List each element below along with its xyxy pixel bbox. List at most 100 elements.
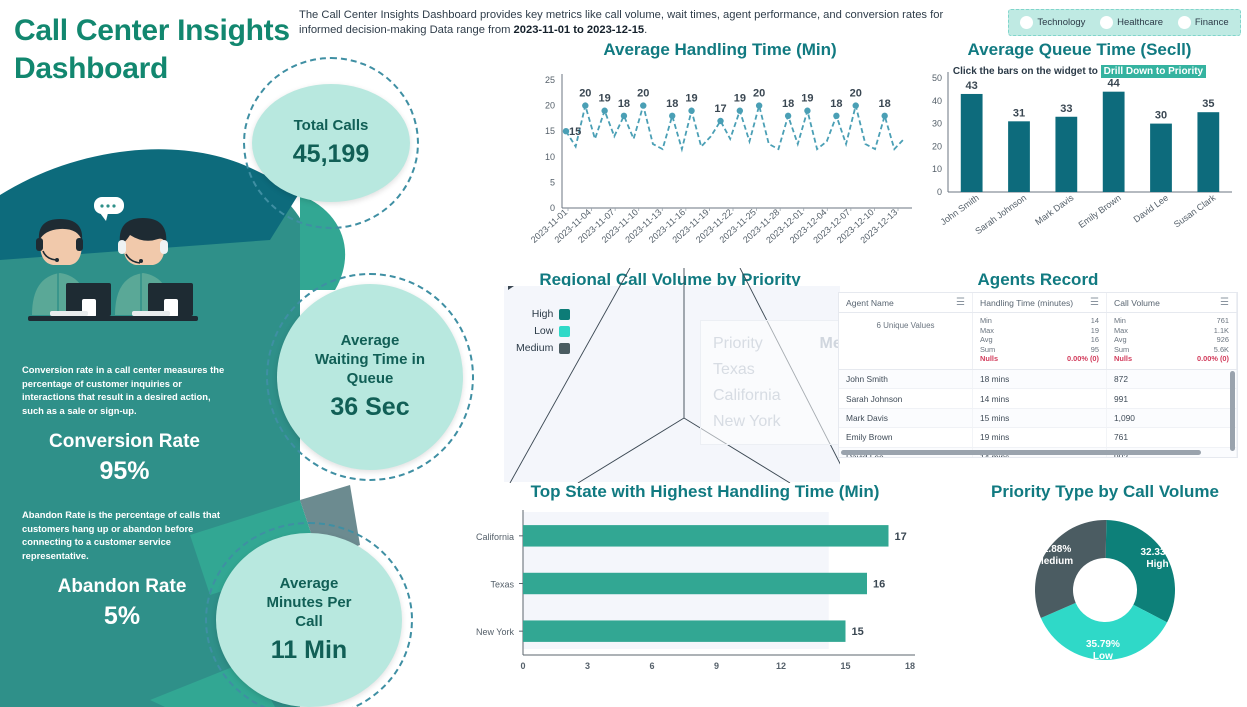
legend-entry-medium[interactable]: Medium (516, 342, 571, 354)
stat-value: 0.00% (0) (1066, 354, 1099, 364)
description-text: The Call Center Insights Dashboard provi… (299, 9, 944, 36)
call-center-agents-illustration (28, 197, 198, 321)
summary-stat: Avg 926 (1114, 335, 1229, 345)
column-header-handling-time[interactable]: Handling Time (minutes) ☰ (973, 293, 1107, 312)
svg-text:40: 40 (932, 96, 942, 106)
dashed-ring-decoration (243, 57, 419, 229)
filter-healthcare[interactable]: Healthcare (1100, 16, 1163, 29)
stat-value: 95 (1090, 344, 1099, 354)
stat-key: Min (1114, 316, 1126, 325)
industry-filter-group[interactable]: Technology Healthcare Finance (1008, 9, 1241, 36)
hint-highlight[interactable]: Drill Down to Priority (1100, 65, 1207, 78)
donut-chart-svg[interactable]: 32.33%High 35.79%Low 31.88%Medium (960, 480, 1247, 680)
conversion-rate-heading: Conversion Rate (49, 431, 200, 452)
filter-finance[interactable]: Finance (1177, 16, 1229, 29)
svg-text:18: 18 (905, 661, 915, 671)
radio-icon[interactable] (1177, 16, 1191, 29)
summary-call-volume: Min 761 Max 1.1K Avg 926 Sum 5.6K Nulls 0.00%… (1107, 313, 1237, 369)
regional-legend: High Low Medium (516, 308, 571, 359)
stat-key: Max (1114, 325, 1128, 335)
description-tail: . (644, 24, 648, 36)
svg-text:10: 10 (545, 152, 555, 162)
radio-icon[interactable] (1020, 16, 1034, 29)
summary-stat-nulls: Nulls 0.00% (0) (980, 354, 1099, 364)
svg-text:30: 30 (932, 119, 942, 129)
summary-agent-name: 6 Unique Values (839, 313, 973, 369)
table-agents-record[interactable]: Agent Name ☰ Handling Time (minutes) ☰ C… (838, 268, 1238, 458)
svg-text:18: 18 (782, 98, 794, 110)
table-row[interactable]: John Smith 18 mins 872 (839, 370, 1237, 390)
kpi-average-minutes-per-call: Average Minutes Per Call 11 Min (205, 522, 413, 707)
stat-key: Nulls (980, 354, 999, 364)
svg-text:16: 16 (873, 579, 885, 591)
abandon-rate-block: Abandon Rate is the percentage of calls … (22, 508, 222, 631)
abandon-rate-heading: Abandon Rate (57, 576, 187, 597)
svg-text:35.79%: 35.79% (1086, 639, 1120, 650)
filter-label: Healthcare (1117, 17, 1164, 28)
stat-key: Avg (1114, 335, 1127, 345)
filter-technology[interactable]: Technology (1020, 16, 1085, 29)
chart-title-average-handling-time: Average Handling Time (Min) (603, 40, 837, 59)
legend-label: High (531, 308, 554, 320)
table-row[interactable]: Mark Davis 15 mins 1,090 (839, 408, 1237, 429)
radio-icon[interactable] (1100, 16, 1114, 29)
table-vertical-scrollbar[interactable] (1230, 371, 1235, 451)
table-row[interactable]: Emily Brown 19 mins 761 (839, 428, 1237, 448)
column-menu-icon[interactable]: ☰ (1220, 297, 1229, 308)
stat-value: 14 (1090, 316, 1099, 325)
svg-text:18: 18 (618, 98, 630, 110)
svg-text:15: 15 (545, 126, 555, 136)
legend-entry-low[interactable]: Low (516, 325, 571, 337)
legend-entry-high[interactable]: High (516, 308, 571, 320)
column-menu-icon[interactable]: ☰ (1090, 297, 1099, 308)
svg-text:0: 0 (520, 661, 525, 671)
legend-label: Low (534, 325, 554, 337)
svg-text:20: 20 (545, 101, 555, 111)
svg-text:0: 0 (937, 187, 942, 197)
svg-text:Mark Davis: Mark Davis (1033, 192, 1076, 227)
stat-value: 761 (1216, 316, 1229, 325)
chart-title-regional-call-volume: Regional Call Volume by Priority (539, 270, 801, 289)
cell-handling-time: 18 mins (973, 370, 1107, 389)
conversion-rate-value: 95% (99, 457, 150, 485)
summary-handling-time: Min 14 Max 19 Avg 16 Sum 95 Nulls 0.00% (0) (973, 313, 1107, 369)
line-chart-svg[interactable]: 0 5 10 15 20 25 15 20 19 18 20 18 19 17 19 20 18 19 18 20 18… (520, 40, 920, 260)
chart-top-state-handling-time[interactable]: 17 California 16 Texas 15 New York 0 3 6 9 12 15 18 (455, 480, 955, 680)
summary-stat: Max 1.1K (1114, 326, 1229, 336)
tooltip-key: California (713, 387, 781, 404)
svg-text:18: 18 (879, 98, 891, 110)
cell-call-volume: 761 (1107, 428, 1237, 447)
column-header-agent-name[interactable]: Agent Name ☰ (839, 293, 973, 312)
chart-average-handling-time[interactable]: 0 5 10 15 20 25 15 20 19 18 20 18 19 17 19 20 18 19 18 20 18… (520, 40, 920, 260)
stat-value: 19 (1090, 325, 1099, 335)
svg-text:32.33%: 32.33% (1141, 547, 1175, 558)
hbar-chart-svg[interactable]: 17 California 16 Texas 15 New York 0 3 6 9 12 15 18 (455, 480, 955, 680)
chart-priority-type-by-call-volume[interactable]: 32.33% High 35.79% Low 31.88% Medium (960, 480, 1247, 680)
kpi-average-waiting-time: Average Waiting Time in Queue 36 Sec (266, 273, 474, 481)
svg-text:David Lee: David Lee (1132, 193, 1171, 225)
chart-title-top-state: Top State with Highest Handling Time (Mi… (530, 482, 880, 501)
column-menu-icon[interactable]: ☰ (956, 297, 965, 308)
svg-text:5: 5 (550, 177, 555, 187)
svg-text:18: 18 (830, 98, 842, 110)
svg-text:Emily Brown: Emily Brown (1077, 193, 1123, 230)
chart-average-queue-time[interactable]: 0 10 20 30 40 50 43 John Smith 31 Sarah Johnson 33… (912, 40, 1247, 265)
svg-text:15: 15 (840, 661, 850, 671)
svg-text:0: 0 (550, 203, 555, 213)
svg-text:18: 18 (666, 98, 678, 110)
svg-text:20: 20 (932, 141, 942, 151)
legend-swatch-high (559, 308, 571, 320)
agents-table[interactable]: Agent Name ☰ Handling Time (minutes) ☰ C… (838, 292, 1238, 458)
bar-chart-svg[interactable]: 0 10 20 30 40 50 43 John Smith 31 Sarah Johnson 33… (912, 40, 1247, 265)
svg-text:43: 43 (966, 80, 978, 92)
table-row[interactable]: Sarah Johnson 14 mins 991 (839, 389, 1237, 409)
stat-key: Min (980, 316, 992, 325)
table-horizontal-scrollbar[interactable] (841, 450, 1201, 455)
table-title-agents-record: Agents Record (977, 270, 1099, 289)
svg-text:New York: New York (476, 627, 515, 637)
svg-text:Medium: Medium (1035, 556, 1073, 567)
cell-call-volume: 1,090 (1107, 408, 1237, 428)
column-header-call-volume[interactable]: Call Volume ☰ (1107, 293, 1237, 312)
svg-text:15: 15 (852, 626, 864, 638)
